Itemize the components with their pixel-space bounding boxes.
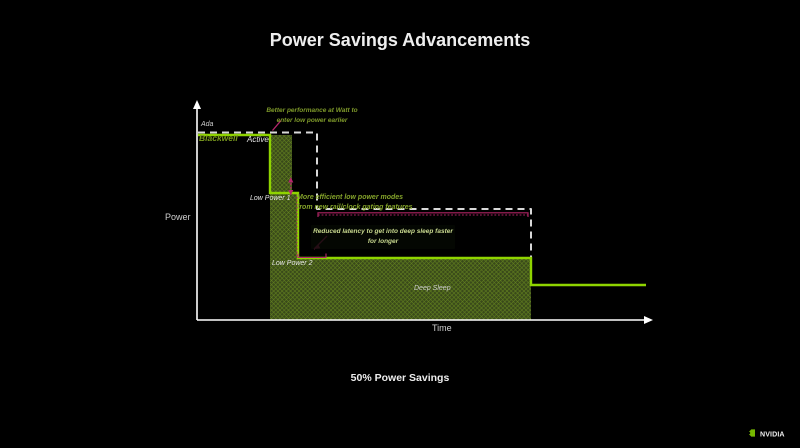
svg-text:NVIDIA: NVIDIA — [760, 430, 785, 438]
